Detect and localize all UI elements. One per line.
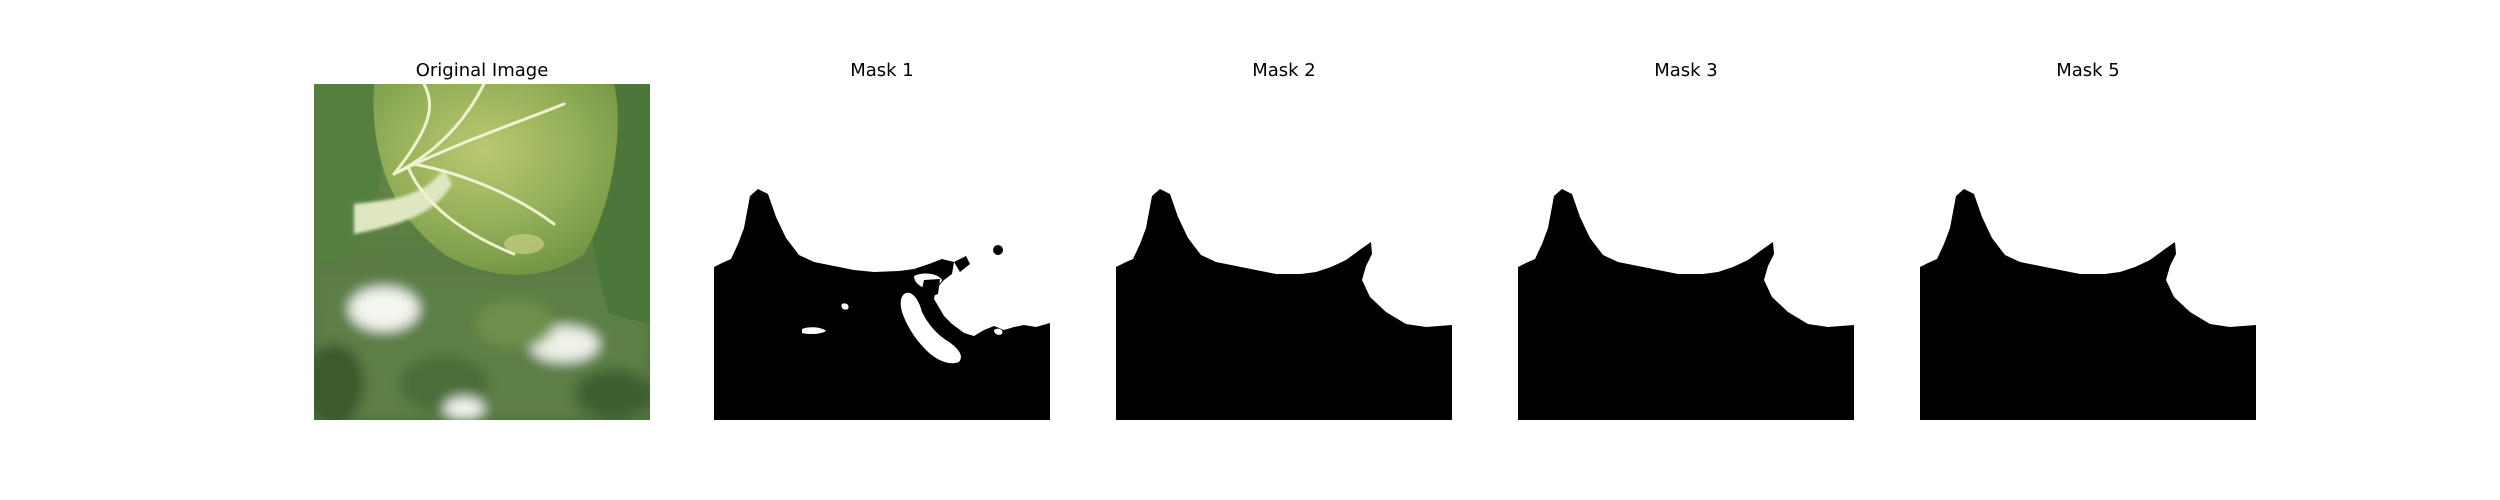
panel-title-mask-3: Mask 3 xyxy=(1654,60,1718,81)
panel-title-original: Original Image xyxy=(415,60,549,81)
panel-title-mask-5: Mask 5 xyxy=(2056,60,2120,81)
original-image xyxy=(314,84,650,420)
panel-title-mask-2: Mask 2 xyxy=(1252,60,1316,81)
mask-2-image xyxy=(1116,84,1452,420)
panel-title-mask-1: Mask 1 xyxy=(850,60,914,81)
mask-1-image xyxy=(714,84,1050,420)
mask-5-image xyxy=(1920,84,2256,420)
mask-3-image xyxy=(1518,84,1854,420)
